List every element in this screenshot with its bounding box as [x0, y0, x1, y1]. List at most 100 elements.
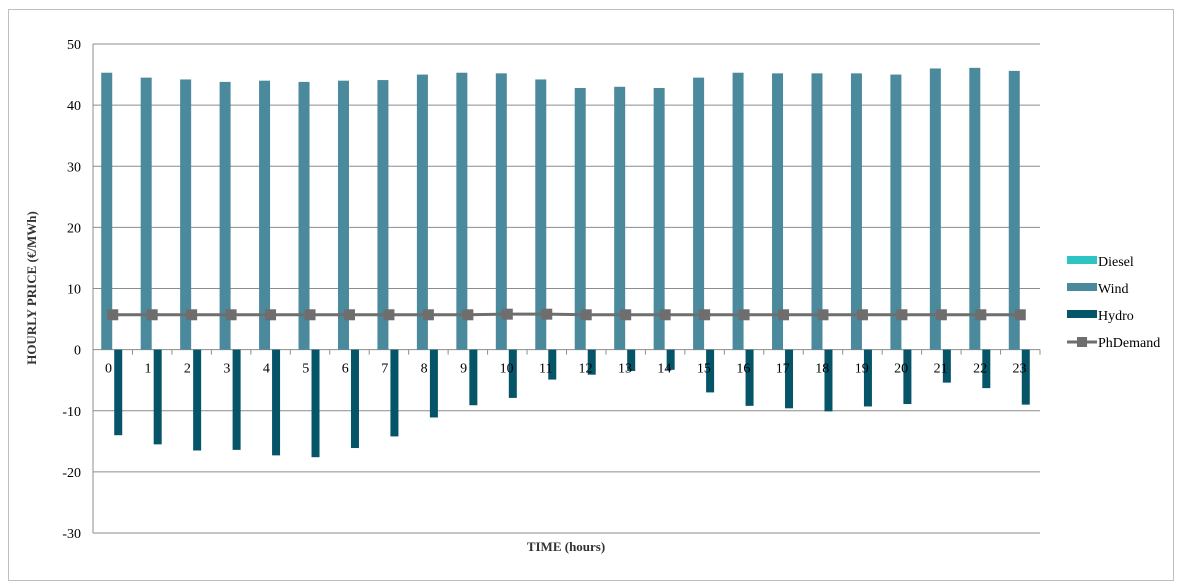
x-tick-label: 16 — [736, 362, 750, 377]
wind-bar — [614, 86, 626, 350]
phdemand-marker — [975, 309, 987, 321]
wind-bar — [890, 74, 902, 350]
x-tick-label: 1 — [144, 362, 151, 377]
bars — [101, 67, 1030, 458]
x-tick-label: 6 — [342, 362, 349, 377]
phdemand-marker — [265, 309, 277, 321]
hydro-bar — [982, 349, 991, 389]
phdemand-marker — [462, 309, 474, 321]
phdemand-marker — [422, 309, 434, 321]
x-tick-label: 23 — [1013, 362, 1027, 377]
x-tick-label: 17 — [776, 362, 790, 377]
phdemand-marker — [304, 309, 316, 321]
hydro-bar — [785, 349, 794, 409]
phdemand-marker — [778, 309, 790, 321]
x-tick-label: 9 — [460, 362, 467, 377]
y-tick-label: -20 — [62, 466, 81, 481]
hydro-bar — [193, 349, 202, 451]
x-tick-label: 15 — [697, 362, 711, 377]
hydro-bar — [627, 349, 636, 372]
legend: Diesel Wind Hydro PhDemand — [1067, 255, 1160, 351]
wind-bar — [337, 80, 349, 350]
hydro-legend-label: Hydro — [1098, 309, 1134, 324]
diesel-legend-swatch — [1067, 256, 1097, 264]
diesel-legend-label: Diesel — [1098, 255, 1134, 270]
gridlines — [92, 43, 1041, 534]
x-tick-labels: 0 1 2 3 4 5 6 7 8 9 10 11 12 13 14 15 16 17 18 19 20 21 22 23 — [105, 362, 1027, 377]
hydro-bar — [469, 349, 478, 406]
x-axis-title: TIME (hours) — [527, 539, 605, 554]
y-axis-title: HOURLY PRICE (€/MWh) — [24, 211, 39, 365]
x-tick-label: 21 — [934, 362, 948, 377]
hydro-bar — [350, 349, 359, 449]
x-tick-label: 22 — [973, 362, 987, 377]
x-tick-label: 19 — [855, 362, 869, 377]
phdemand-marker — [935, 309, 947, 321]
wind-bar — [850, 73, 862, 350]
wind-bar — [535, 79, 547, 350]
wind-bar — [377, 80, 389, 350]
x-tick-label: 14 — [657, 362, 671, 377]
hydro-bar — [863, 349, 872, 407]
phdemand-marker — [501, 308, 513, 320]
wind-bar — [180, 79, 192, 350]
wind-bar — [929, 68, 941, 350]
hydro-bar — [824, 349, 833, 412]
hydro-bar — [942, 349, 951, 383]
phdemand-marker — [107, 309, 119, 321]
hydro-bar — [706, 349, 715, 393]
phdemand-series-line — [112, 312, 1021, 317]
y-tick-label: 20 — [67, 221, 81, 236]
phdemand-marker — [541, 308, 553, 320]
y-tick-labels: 50 40 30 20 10 0 -10 -20 -30 — [62, 38, 81, 542]
x-tick-label: 8 — [421, 362, 428, 377]
x-tick-label: 20 — [894, 362, 908, 377]
wind-bar — [969, 67, 981, 350]
hydro-bar — [272, 349, 281, 456]
y-tick-label: 30 — [67, 160, 81, 175]
x-tick-label: 12 — [579, 362, 593, 377]
wind-bar — [1008, 70, 1020, 350]
y-tick-label: 40 — [67, 99, 81, 114]
phdemand-line — [107, 308, 1026, 321]
x-tick-label: 10 — [500, 362, 514, 377]
x-tick-label: 7 — [381, 362, 388, 377]
wind-bar — [140, 77, 152, 350]
wind-bar — [574, 88, 586, 350]
wind-bar — [456, 72, 468, 350]
wind-bar — [416, 74, 428, 350]
hydro-bar — [390, 349, 399, 437]
phdemand-legend-label: PhDemand — [1098, 336, 1160, 351]
y-tick-label: 50 — [67, 38, 81, 53]
x-tick-label: 0 — [105, 362, 112, 377]
phdemand-marker — [225, 309, 237, 321]
wind-bar — [101, 72, 113, 350]
wind-bar — [495, 73, 507, 350]
wind-bar — [653, 88, 665, 350]
wind-bar — [259, 80, 271, 350]
hydro-bar — [1021, 349, 1030, 405]
phdemand-marker — [620, 309, 632, 321]
hydro-bar — [745, 349, 754, 406]
phdemand-marker — [146, 309, 158, 321]
wind-legend-swatch — [1067, 283, 1097, 291]
hydro-bar — [587, 349, 596, 375]
phdemand-marker — [383, 309, 395, 321]
phdemand-marker — [738, 309, 750, 321]
wind-bar — [811, 73, 823, 350]
phdemand-marker — [699, 309, 711, 321]
wind-bar — [693, 77, 705, 350]
hydro-bar — [153, 349, 162, 445]
phdemand-marker — [856, 309, 868, 321]
hydro-bar — [548, 349, 557, 380]
hydro-bar — [114, 349, 123, 436]
x-tick-label: 4 — [263, 362, 270, 377]
hydro-bar — [508, 349, 517, 398]
phdemand-marker — [1014, 309, 1026, 321]
phdemand-marker — [580, 309, 592, 321]
x-tick-label: 5 — [302, 362, 309, 377]
phdemand-marker — [817, 309, 829, 321]
y-tick-label: 10 — [67, 283, 81, 298]
y-tick-label: -10 — [62, 405, 81, 420]
